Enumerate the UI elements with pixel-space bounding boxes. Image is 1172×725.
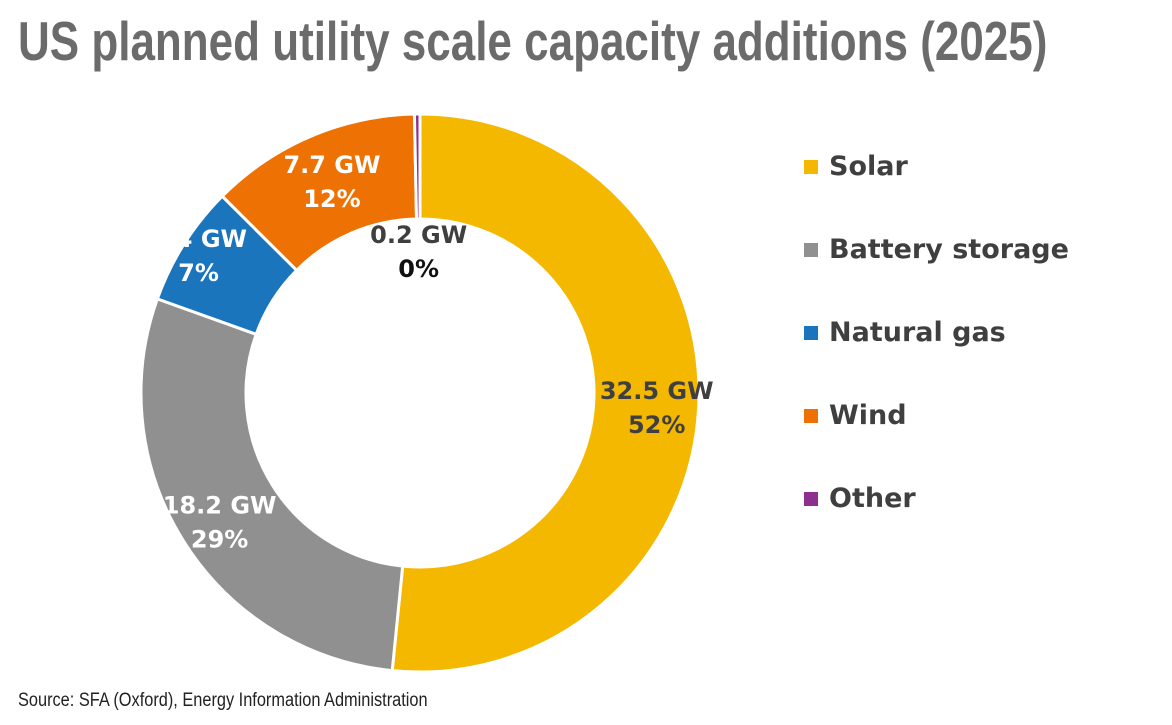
percent-label-wind: 12% [303, 185, 360, 213]
legend-swatch-natural-gas [804, 325, 818, 340]
legend-swatch-other [804, 491, 818, 506]
percent-label-natural-gas: 7% [178, 259, 219, 287]
legend-item-solar: Solar [804, 125, 1069, 208]
chart-legend: Solar Battery storage Natural gas Wind Other [804, 125, 1069, 540]
source-note: Source: SFA (Oxford), Energy Information… [18, 690, 428, 711]
chart-title: US planned utility scale capacity additi… [18, 10, 1048, 72]
percent-label-solar: 52% [628, 411, 685, 439]
percent-label-other: 0% [398, 255, 439, 283]
legend-item-other: Other [804, 457, 1069, 540]
legend-swatch-battery-storage [804, 242, 818, 257]
slice-solar [390, 112, 701, 674]
legend-label-battery-storage: Battery storage [829, 234, 1069, 265]
legend-label-other: Other [829, 483, 916, 514]
value-label-other: 0.2 GW [370, 221, 467, 249]
value-label-battery-storage: 18.2 GW [163, 492, 277, 520]
legend-swatch-wind [804, 408, 818, 423]
legend-label-natural-gas: Natural gas [829, 317, 1006, 348]
legend-label-solar: Solar [829, 151, 908, 182]
legend-label-wind: Wind [829, 400, 907, 431]
value-label-solar: 32.5 GW [600, 377, 714, 405]
donut-slices [139, 112, 701, 674]
percent-label-battery-storage: 29% [191, 526, 248, 554]
legend-item-wind: Wind [804, 374, 1069, 457]
legend-item-battery-storage: Battery storage [804, 208, 1069, 291]
legend-item-natural-gas: Natural gas [804, 291, 1069, 374]
value-label-wind: 7.7 GW [283, 151, 380, 179]
value-label-natural-gas: 4.4 GW [150, 225, 247, 253]
legend-swatch-solar [804, 159, 818, 174]
slice-labels: 32.5 GW 52% 18.2 GW 29% 4.4 GW 7% 7.7 GW 12% 0.2… [150, 151, 714, 554]
slice-other [412, 112, 422, 221]
slice-battery-storage [139, 297, 405, 673]
